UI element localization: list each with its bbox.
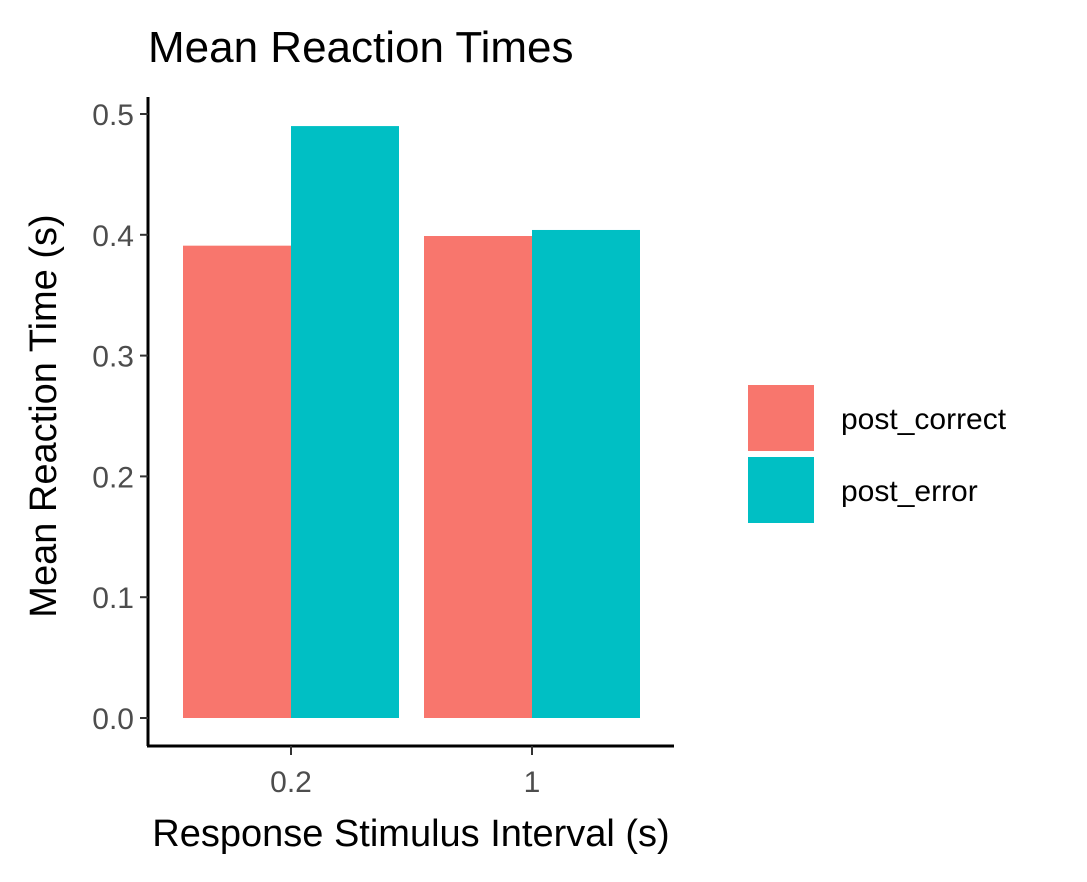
bar-post_error-1 bbox=[532, 229, 640, 718]
bar-post_correct-0.2 bbox=[183, 245, 291, 718]
x-tick-label: 0.2 bbox=[270, 766, 312, 799]
x-tick-label: 1 bbox=[524, 766, 541, 799]
plot-area bbox=[183, 126, 640, 718]
legend: post_correct post_error bbox=[748, 385, 1007, 523]
y-axis: 0.0 0.1 0.2 0.3 0.4 0.5 bbox=[92, 97, 150, 746]
bar-post_error-0.2 bbox=[291, 126, 399, 718]
bar-post_correct-1 bbox=[424, 236, 532, 718]
legend-key-post_error bbox=[748, 457, 814, 523]
legend-label: post_correct bbox=[841, 403, 1007, 436]
x-axis: 0.2 1 bbox=[147, 744, 674, 799]
y-tick-label: 0.4 bbox=[92, 220, 134, 253]
y-tick-label: 0.0 bbox=[92, 703, 134, 736]
legend-key-post_correct bbox=[748, 385, 814, 451]
y-tick-label: 0.3 bbox=[92, 341, 134, 374]
y-tick-label: 0.5 bbox=[92, 99, 134, 132]
chart-title: Mean Reaction Times bbox=[148, 23, 574, 72]
y-tick-label: 0.1 bbox=[92, 582, 134, 615]
y-axis-title: Mean Reaction Time (s) bbox=[23, 214, 65, 617]
legend-label: post_error bbox=[841, 475, 978, 508]
y-tick-label: 0.2 bbox=[92, 461, 134, 494]
x-axis-title: Response Stimulus Interval (s) bbox=[152, 813, 669, 855]
